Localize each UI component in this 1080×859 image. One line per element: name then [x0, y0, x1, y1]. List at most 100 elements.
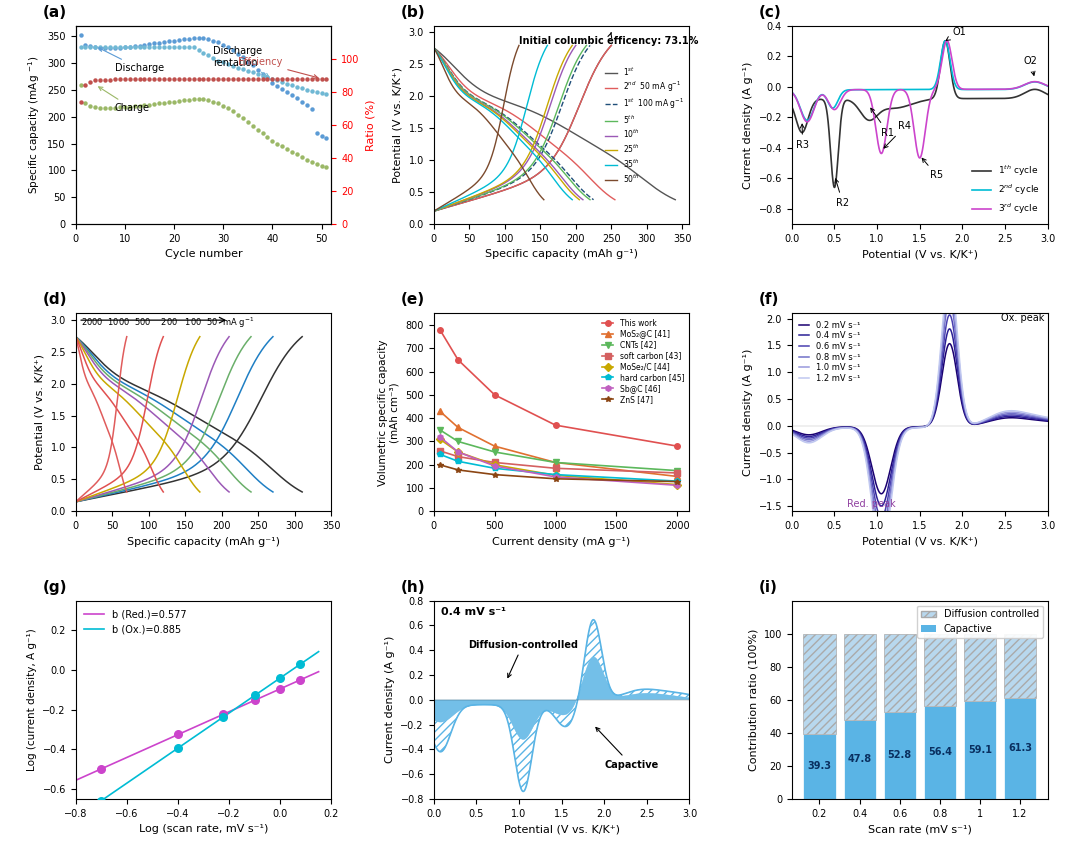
$3^{rd}$ cycle [785, 88, 798, 98]
1.0 mV s⁻¹ [798, 436, 811, 446]
Y-axis label: Current density (A g⁻¹): Current density (A g⁻¹) [743, 61, 753, 189]
Point [93, 762, 110, 776]
0.2 mV s⁻¹ [903, 423, 916, 433]
0.8 mV s⁻¹ [1034, 412, 1047, 423]
Y-axis label: Current density (A g⁻¹): Current density (A g⁻¹) [384, 636, 395, 764]
Line: b (Ox.)=0.885: b (Ox.)=0.885 [76, 652, 319, 819]
Text: 61.3: 61.3 [1008, 743, 1031, 753]
Text: R3: R3 [796, 125, 809, 149]
0.6 mV s⁻¹ [943, 310, 956, 320]
This work [671, 441, 684, 451]
1.0 mV s⁻¹ [1034, 411, 1047, 422]
CNTs [42] [488, 447, 501, 457]
Text: Capactive: Capactive [596, 728, 659, 770]
Text: R5: R5 [922, 158, 943, 180]
Bar [963, 701, 996, 799]
X-axis label: Cycle number: Cycle number [164, 249, 242, 259]
1.0 mV s⁻¹ [903, 423, 916, 434]
soft carbon [43] [451, 452, 464, 462]
1.0 mV s⁻¹ [943, 281, 956, 291]
This work [451, 355, 464, 365]
0.8 mV s⁻¹ [1041, 414, 1054, 424]
Y-axis label: Contribution ratio (100%): Contribution ratio (100%) [748, 629, 758, 771]
Y-axis label: Ratio (%): Ratio (%) [365, 99, 375, 150]
MoS₂@C [41] [488, 441, 501, 451]
Text: Ox. peak: Ox. peak [1001, 314, 1044, 323]
b (Ox.)=0.885 [300, 655, 313, 665]
hard carbon [45] [488, 463, 501, 473]
0.4 mV s⁻¹ [875, 501, 888, 511]
Text: (d): (d) [42, 292, 67, 308]
CNTs [42] [671, 466, 684, 476]
Text: 47.8: 47.8 [848, 754, 872, 765]
Text: (g): (g) [42, 580, 67, 594]
soft carbon [43] [671, 468, 684, 478]
b (Ox.)=0.885 [116, 781, 129, 791]
Line: MoSe₂/C [44]: MoSe₂/C [44] [437, 436, 680, 487]
0.6 mV s⁻¹ [1034, 413, 1047, 423]
1.0 mV s⁻¹ [909, 423, 922, 433]
Text: R4: R4 [885, 121, 912, 148]
$3^{rd}$ cycle [1041, 81, 1054, 91]
Line: MoS₂@C [41]: MoS₂@C [41] [437, 408, 680, 479]
Legend: b (Red.)=0.577, b (Ox.)=0.885: b (Red.)=0.577, b (Ox.)=0.885 [81, 606, 190, 638]
Text: (e): (e) [401, 292, 424, 308]
Point [247, 688, 265, 702]
Text: Discharge: Discharge [99, 48, 164, 73]
Text: Charge: Charge [98, 87, 150, 113]
0.2 mV s⁻¹ [1034, 416, 1047, 426]
$2^{nd}$ cycle [987, 84, 1000, 94]
Line: 1.0 mV s⁻¹: 1.0 mV s⁻¹ [792, 286, 1048, 541]
b (Red.)=0.577 [214, 710, 227, 721]
0.8 mV s⁻¹ [875, 524, 888, 534]
$1^{th}$ cycle [987, 94, 1000, 104]
Text: Initial columbic efficency: 73.1%: Initial columbic efficency: 73.1% [519, 33, 699, 46]
1.2 mV s⁻¹ [798, 437, 811, 448]
$1^{th}$ cycle [909, 98, 922, 108]
1.0 mV s⁻¹ [785, 428, 798, 438]
0.2 mV s⁻¹ [987, 415, 1000, 425]
hard carbon [45] [433, 449, 446, 460]
Point [271, 671, 288, 685]
0.4 mV s⁻¹ [798, 431, 811, 442]
soft carbon [43] [549, 463, 562, 473]
Sb@C [46] [549, 472, 562, 482]
Bar [843, 720, 876, 799]
Line: $2^{nd}$ cycle: $2^{nd}$ cycle [792, 40, 1048, 120]
Line: 0.4 mV s⁻¹: 0.4 mV s⁻¹ [792, 329, 1048, 506]
Line: soft carbon [43]: soft carbon [43] [437, 448, 680, 476]
0.4 mV s⁻¹ [1034, 414, 1047, 424]
Point [215, 710, 232, 724]
Bar [1004, 698, 1036, 799]
b (Ox.)=0.885 [214, 714, 227, 724]
Sb@C [46] [671, 480, 684, 490]
Text: Discharge
rentation: Discharge rentation [214, 46, 269, 77]
$2^{nd}$ cycle [939, 35, 951, 46]
Legend: $1^{th}$ cycle, $2^{nd}$ cycle, $3^{rd}$ cycle: $1^{th}$ cycle, $2^{nd}$ cycle, $3^{rd}$… [969, 160, 1043, 220]
Line: b (Red.)=0.577: b (Red.)=0.577 [76, 672, 319, 780]
ZnS [47] [671, 477, 684, 487]
MoS₂@C [41] [433, 406, 446, 417]
0.2 mV s⁻¹ [785, 425, 798, 436]
b (Red.)=0.577 [293, 675, 306, 685]
Y-axis label: Volumetric specific capacity
(mAh cm⁻³): Volumetric specific capacity (mAh cm⁻³) [378, 339, 400, 485]
$1^{th}$ cycle [1041, 89, 1054, 100]
1.2 mV s⁻¹ [909, 423, 922, 433]
1.2 mV s⁻¹ [903, 424, 916, 435]
X-axis label: Specific capacity (mAh g⁻¹): Specific capacity (mAh g⁻¹) [485, 249, 638, 259]
Text: O1: O1 [946, 27, 966, 40]
$3^{rd}$ cycle [1034, 77, 1047, 88]
X-axis label: Specific capacity (mAh g⁻¹): Specific capacity (mAh g⁻¹) [127, 537, 280, 546]
0.8 mV s⁻¹ [1034, 412, 1047, 423]
Line: 1.2 mV s⁻¹: 1.2 mV s⁻¹ [792, 271, 1048, 554]
$1^{th}$ cycle [1034, 85, 1047, 95]
$3^{rd}$ cycle [914, 153, 927, 163]
Legend: This work, MoS₂@C [41], CNTs [42], soft carbon [43], MoSe₂/C [44], hard carbon [: This work, MoS₂@C [41], CNTs [42], soft … [600, 317, 686, 405]
$2^{nd}$ cycle [800, 115, 813, 125]
Text: Red. peak: Red. peak [847, 499, 895, 509]
1.0 mV s⁻¹ [875, 536, 888, 546]
0.8 mV s⁻¹ [909, 423, 922, 433]
$1^{th}$ cycle [1034, 86, 1047, 96]
Sb@C [46] [488, 460, 501, 471]
$1^{th}$ cycle [798, 124, 811, 134]
